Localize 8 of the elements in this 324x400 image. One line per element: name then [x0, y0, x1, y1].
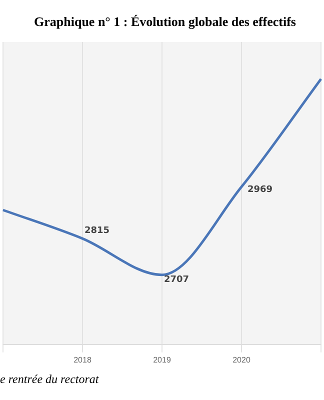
- data-label: 2969: [248, 185, 273, 196]
- chart-title: Graphique n° 1 : Évolution globale des effectifs: [33, 14, 297, 30]
- data-label: 2707: [164, 275, 190, 286]
- text: e rentrée du rectorat: [0, 372, 99, 387]
- x-tick-label: 2018: [74, 355, 92, 364]
- x-tick-label: 2020: [232, 355, 251, 364]
- data-label: 2815: [84, 226, 110, 236]
- x-tick-label: 2019: [153, 355, 172, 364]
